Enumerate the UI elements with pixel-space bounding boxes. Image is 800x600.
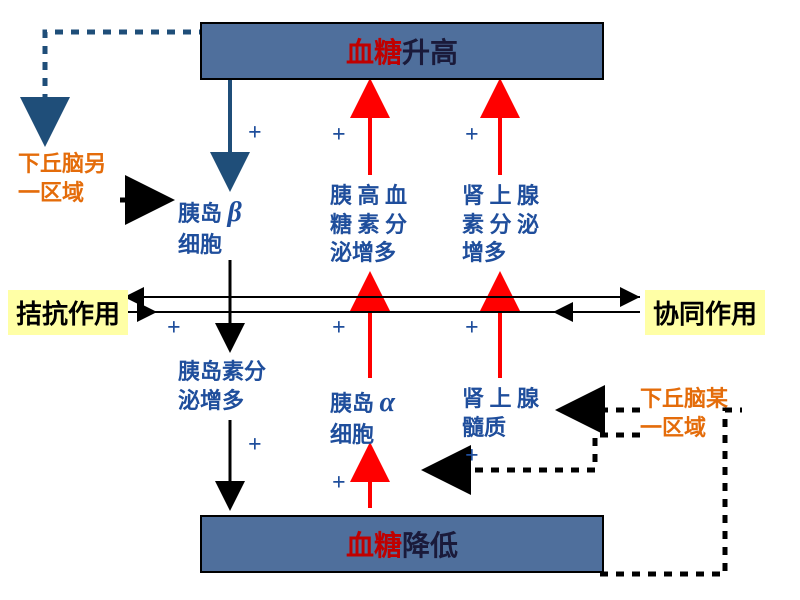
hypothalamus-left-node: 下丘脑另 一区域: [18, 150, 106, 207]
plus-sign: +: [332, 470, 346, 497]
plus-sign: +: [465, 315, 479, 342]
antagonistic-label: 拮抗作用: [8, 290, 128, 335]
blood-sugar-low-box: 血糖降低: [200, 515, 604, 573]
bottom-box-red: 血糖: [346, 524, 402, 564]
insulin-node: 胰岛素分 泌增多: [178, 358, 266, 415]
blood-sugar-high-box: 血糖升高: [200, 22, 604, 80]
plus-sign: +: [167, 315, 181, 342]
beta-cell-node: 胰岛 β细胞: [178, 195, 242, 260]
plus-sign: +: [248, 120, 262, 147]
top-box-red: 血糖: [346, 31, 402, 71]
plus-sign: +: [332, 315, 346, 342]
glucagon-node: 胰 高 血 糖 素 分 泌增多: [330, 182, 407, 268]
synergistic-label: 协同作用: [645, 290, 765, 335]
hypothalamus-right-node: 下丘脑某 一区域: [640, 385, 728, 442]
plus-sign: +: [332, 122, 346, 149]
plus-sign: +: [465, 443, 479, 470]
top-box-dark: 升高: [402, 31, 458, 71]
alpha-cell-node: 胰岛 α细胞: [330, 385, 395, 450]
adrenal-medulla-node: 肾 上 腺 髓质: [462, 385, 539, 442]
plus-sign: +: [465, 122, 479, 149]
bottom-box-dark: 降低: [402, 524, 458, 564]
plus-sign: +: [248, 432, 262, 459]
adrenaline-node: 肾 上 腺 素 分 泌 增多: [462, 182, 539, 268]
